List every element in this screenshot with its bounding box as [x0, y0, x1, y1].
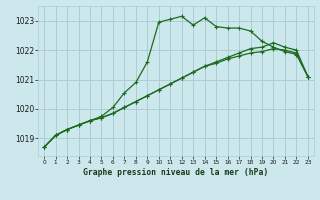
X-axis label: Graphe pression niveau de la mer (hPa): Graphe pression niveau de la mer (hPa): [84, 168, 268, 177]
